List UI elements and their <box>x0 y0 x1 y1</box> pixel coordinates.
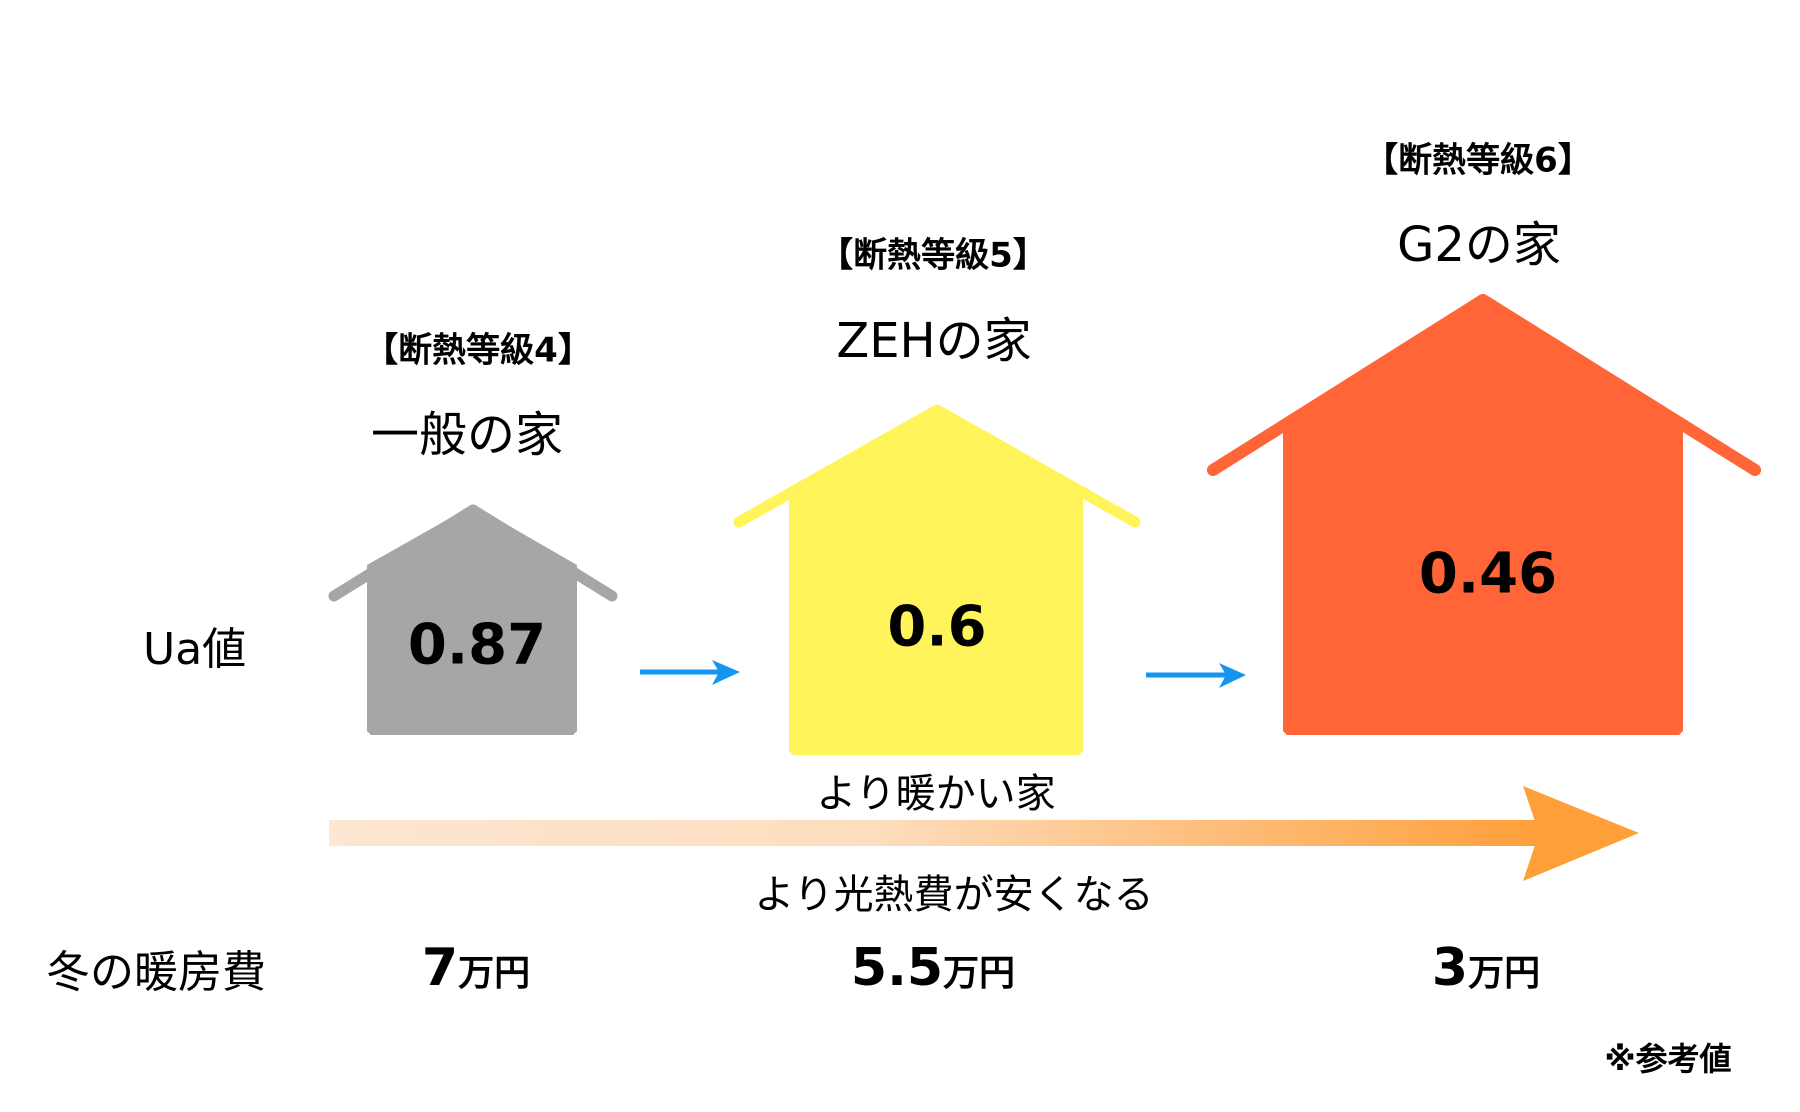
house-icon-grade6 <box>1207 294 1761 735</box>
cost-unit: 万円 <box>943 953 1016 994</box>
arrow-right-icon <box>640 660 740 685</box>
ua-value-general: 0.87 <box>407 612 547 678</box>
cost-unit: 万円 <box>1468 953 1541 994</box>
grade-label-6: 【断熱等級6】 <box>1364 140 1592 181</box>
grade-label-4: 【断熱等級4】 <box>364 330 592 371</box>
house-icon-grade5 <box>733 404 1141 755</box>
house-name-zeh: ZEHの家 <box>836 313 1032 369</box>
house-name-general: 一般の家 <box>370 407 564 463</box>
ua-value-g2: 0.46 <box>1418 541 1558 607</box>
heating-cost-g2: 3万円 <box>1432 938 1540 998</box>
cost-unit: 万円 <box>458 953 531 994</box>
cost-value: 5.5 <box>850 938 944 998</box>
progress-arrow-icon <box>329 786 1639 881</box>
arrow-right-icon <box>1146 663 1246 688</box>
row-label-heating-cost: 冬の暖房費 <box>46 947 266 998</box>
house-icon-grade4 <box>328 504 618 735</box>
caption-lower-energy-cost: より光熱費が安くなる <box>754 872 1154 918</box>
cost-value: 3 <box>1431 938 1469 998</box>
heating-cost-general: 7万円 <box>422 938 530 998</box>
caption-warmer-house: より暖かい家 <box>816 771 1056 817</box>
ua-value-zeh: 0.6 <box>887 594 987 660</box>
cost-value: 7 <box>421 938 459 998</box>
house-name-g2: G2の家 <box>1397 217 1561 273</box>
grade-label-5: 【断熱等級5】 <box>819 235 1047 276</box>
row-label-ua: Ua値 <box>143 624 247 675</box>
heating-cost-zeh: 5.5万円 <box>851 938 1015 998</box>
footnote-reference-value: ※参考値 <box>1604 1040 1732 1078</box>
